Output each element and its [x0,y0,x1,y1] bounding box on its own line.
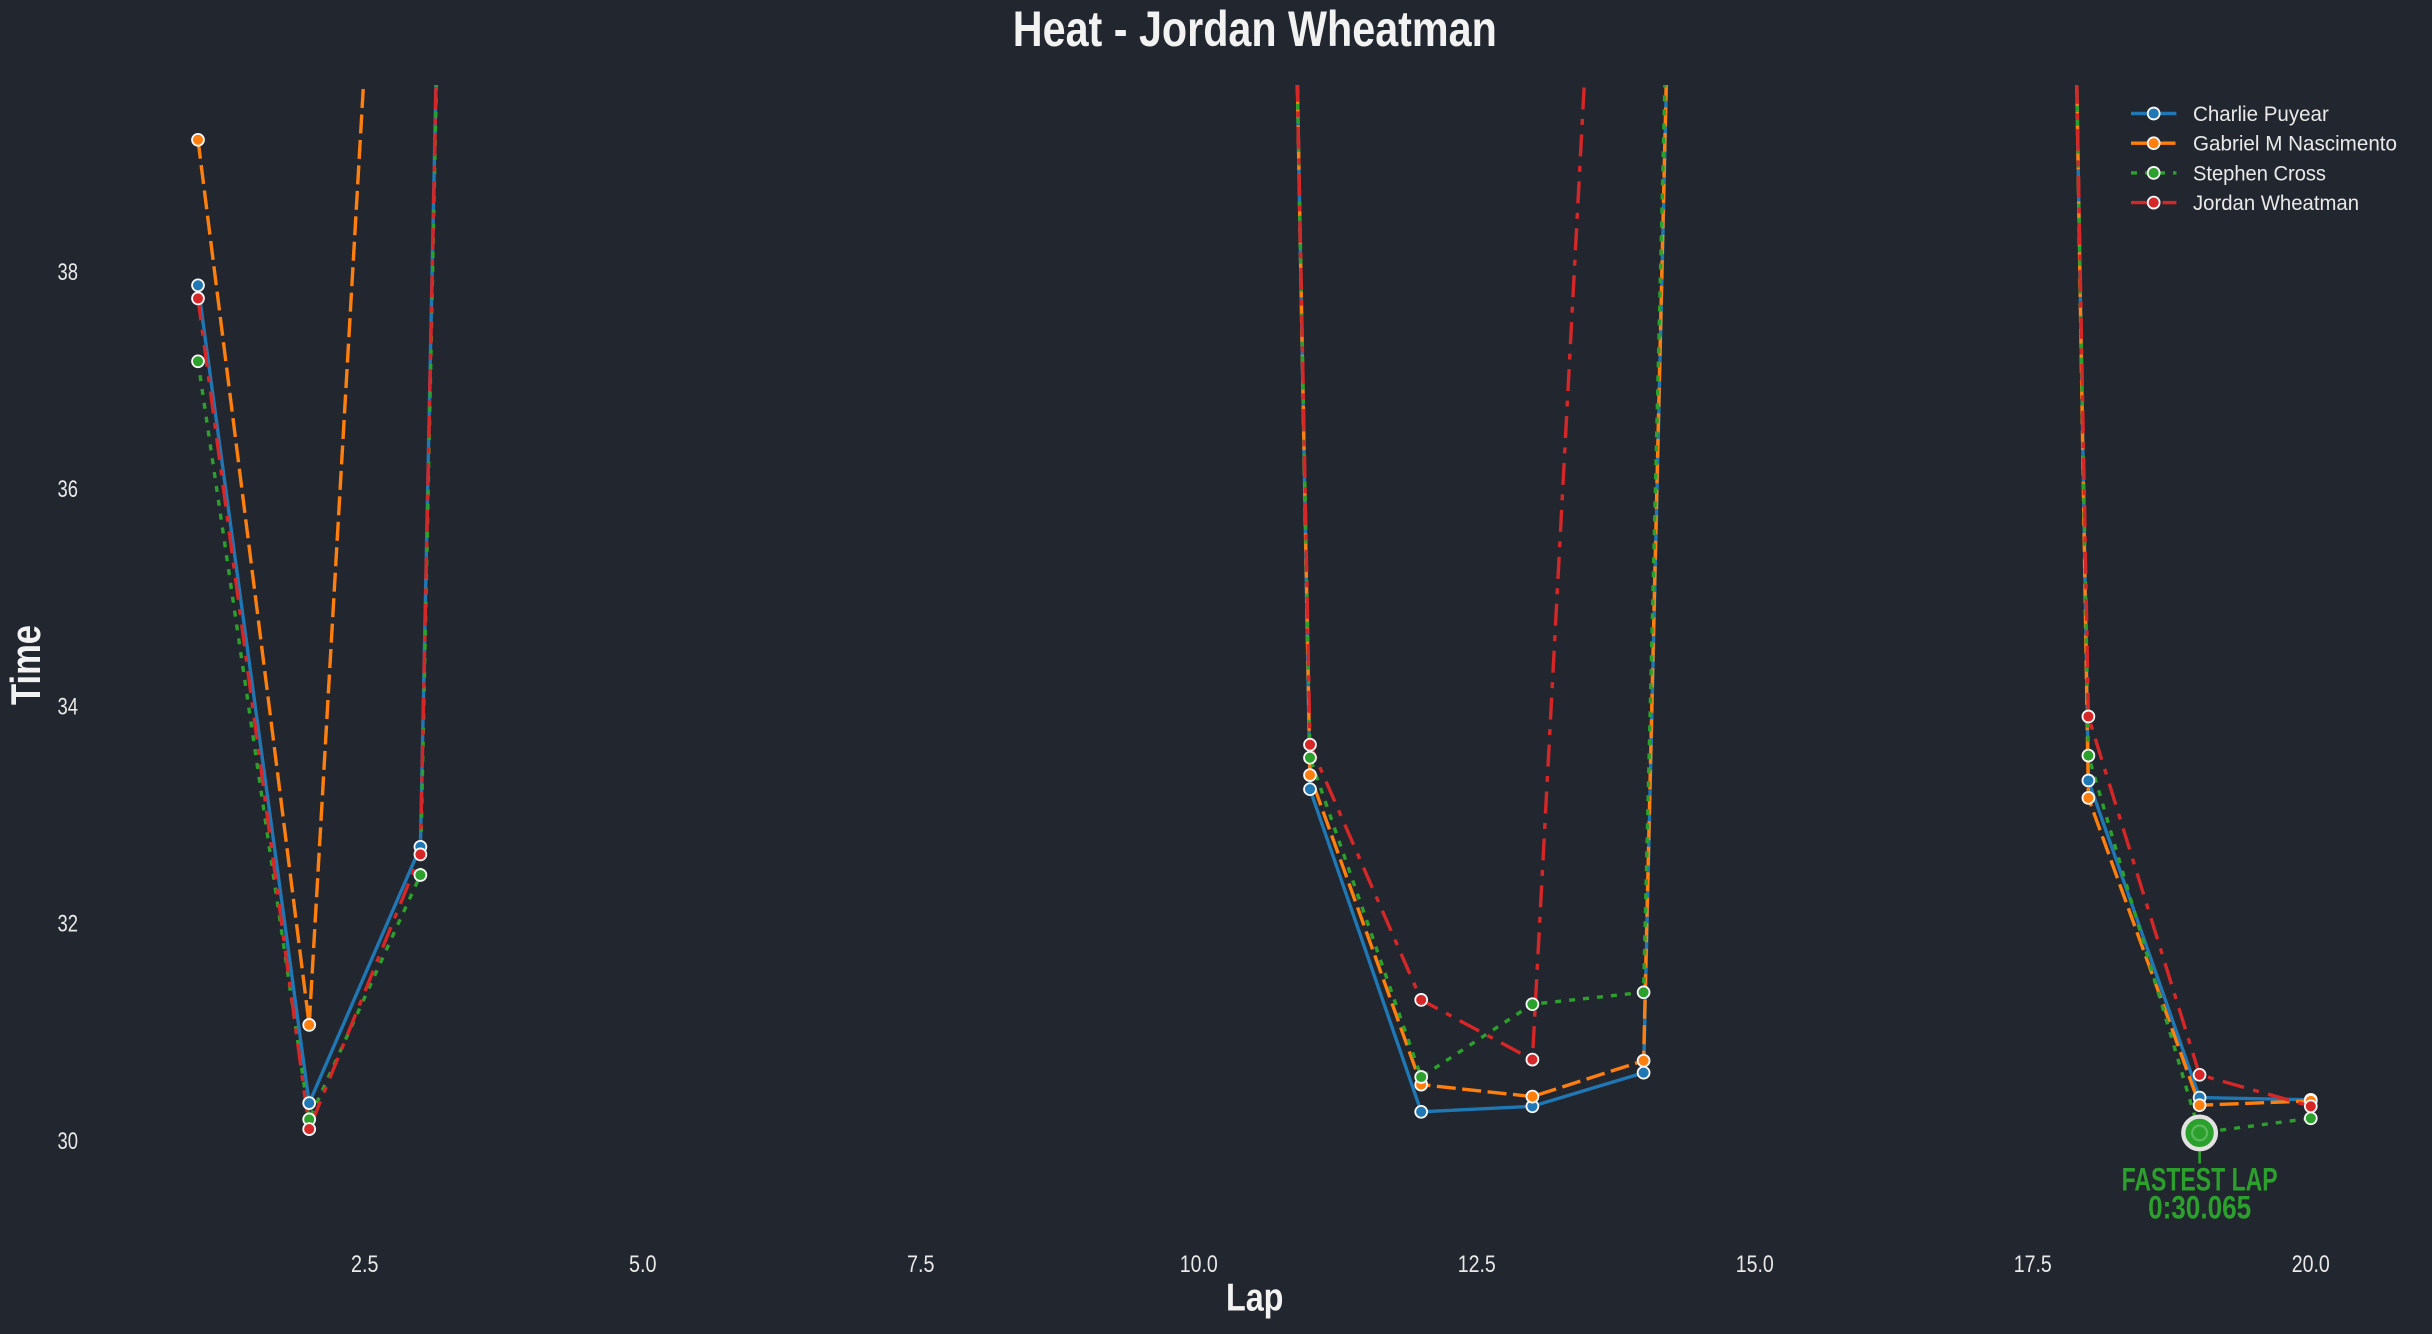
svg-text:7.5: 7.5 [907,1251,935,1278]
svg-text:Charlie Puyear: Charlie Puyear [2193,103,2329,126]
svg-text:Time: Time [2,625,49,705]
svg-text:FASTEST LAP: FASTEST LAP [2122,1162,2278,1198]
svg-text:20.0: 20.0 [2292,1251,2330,1278]
svg-text:17.5: 17.5 [2014,1251,2052,1278]
svg-text:34: 34 [58,693,79,720]
svg-text:10.0: 10.0 [1180,1251,1218,1278]
svg-text:38: 38 [58,259,79,286]
svg-text:Gabriel M Nascimento: Gabriel M Nascimento [2193,133,2397,156]
svg-text:2.5: 2.5 [351,1251,379,1278]
svg-text:Jordan Wheatman: Jordan Wheatman [2193,192,2359,215]
svg-text:Heat - Jordan Wheatman: Heat - Jordan Wheatman [1013,1,1497,57]
svg-text:15.0: 15.0 [1736,1251,1774,1278]
svg-text:32: 32 [58,911,79,938]
svg-text:Stephen Cross: Stephen Cross [2193,162,2326,185]
svg-text:Lap: Lap [1226,1277,1284,1320]
svg-text:30: 30 [58,1128,79,1155]
svg-text:0:30.065: 0:30.065 [2148,1190,2251,1226]
svg-text:36: 36 [58,476,79,503]
svg-text:5.0: 5.0 [629,1251,657,1278]
svg-text:12.5: 12.5 [1458,1251,1496,1278]
